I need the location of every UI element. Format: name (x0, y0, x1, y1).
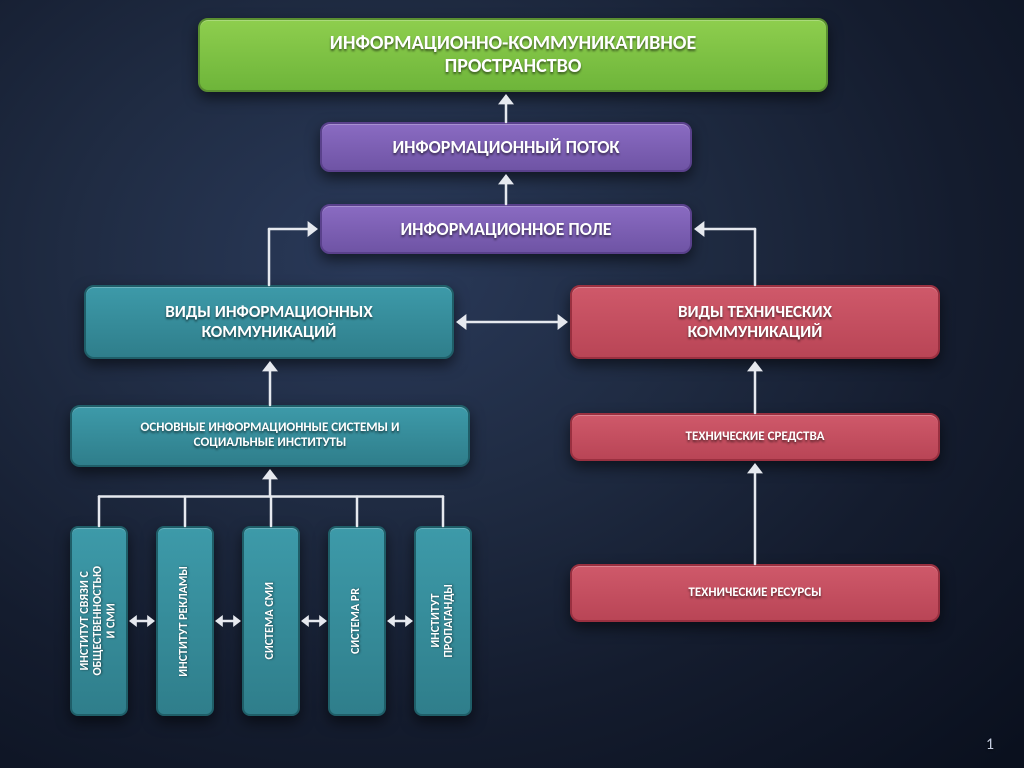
diagram-stage: ИНФОРМАЦИОННО-КОММУНИКАТИВНОЕ ПРОСТРАНСТ… (0, 0, 1024, 768)
label: ИНФОРМАЦИОННЫЙ ПОТОК (392, 137, 619, 158)
label: ИНФОРМАЦИОННОЕ ПОЛЕ (400, 219, 611, 240)
label: ИНФОРМАЦИОННО-КОММУНИКАТИВНОЕ ПРОСТРАНСТ… (330, 32, 696, 78)
label: СИСТЕМА СМИ (264, 582, 277, 659)
page-number: 1 (986, 735, 994, 754)
node-tech-means: ТЕХНИЧЕСКИЕ СРЕДСТВА (570, 413, 940, 461)
label: ВИДЫ ТЕХНИЧЕСКИХ КОММУНИКАЦИЙ (678, 302, 832, 341)
label: ИНСТИТУТ РЕКЛАМЫ (178, 566, 191, 677)
vertical-node-5: ИНСТИТУТ ПРОПАГАНДЫ (414, 526, 472, 716)
node-tech-comm-types: ВИДЫ ТЕХНИЧЕСКИХ КОММУНИКАЦИЙ (570, 285, 940, 359)
label: СИСТЕМА PR (350, 588, 363, 654)
label: ИНСТИТУТ СВЯЗИ С ОБЩЕСТВЕННОСТЬЮ И СМИ (79, 566, 119, 676)
vertical-node-1: ИНСТИТУТ СВЯЗИ С ОБЩЕСТВЕННОСТЬЮ И СМИ (70, 526, 128, 716)
label: ИНСТИТУТ ПРОПАГАНДЫ (430, 584, 456, 658)
label: ОСНОВНЫЕ ИНФОРМАЦИОННЫЕ СИСТЕМЫ И СОЦИАЛ… (141, 421, 400, 451)
label: ТЕХНИЧЕСКИЕ РЕСУРСЫ (688, 586, 821, 601)
vertical-node-2: ИНСТИТУТ РЕКЛАМЫ (156, 526, 214, 716)
label: ТЕХНИЧЕСКИЕ СРЕДСТВА (686, 430, 825, 445)
node-info-flow: ИНФОРМАЦИОННЫЙ ПОТОК (320, 122, 692, 172)
node-info-comm-space: ИНФОРМАЦИОННО-КОММУНИКАТИВНОЕ ПРОСТРАНСТ… (198, 18, 828, 92)
vertical-node-3: СИСТЕМА СМИ (242, 526, 300, 716)
arrows-layer (0, 0, 1024, 768)
node-info-comm-types: ВИДЫ ИНФОРМАЦИОННЫХ КОММУНИКАЦИЙ (84, 285, 454, 359)
label: ВИДЫ ИНФОРМАЦИОННЫХ КОММУНИКАЦИЙ (165, 302, 372, 341)
node-info-field: ИНФОРМАЦИОННОЕ ПОЛЕ (320, 204, 692, 254)
vertical-node-4: СИСТЕМА PR (328, 526, 386, 716)
node-tech-resources: ТЕХНИЧЕСКИЕ РЕСУРСЫ (570, 564, 940, 622)
node-main-info-systems: ОСНОВНЫЕ ИНФОРМАЦИОННЫЕ СИСТЕМЫ И СОЦИАЛ… (70, 405, 470, 467)
